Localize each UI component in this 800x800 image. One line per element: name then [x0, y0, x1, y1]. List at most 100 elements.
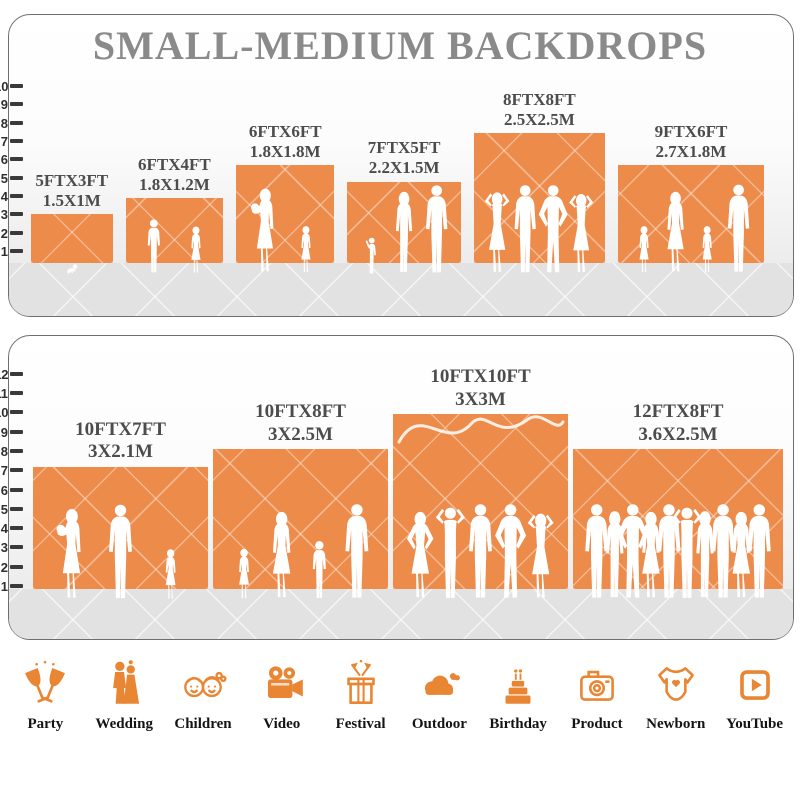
- backdrop-size-label: 6FTX6FT 1.8X1.8M: [236, 121, 334, 162]
- ruler-tick: [10, 371, 23, 376]
- silhouette-figures: [406, 504, 554, 598]
- ruler-tick: [10, 120, 23, 125]
- backdrop-size-m: 1.8X1.2M: [138, 174, 210, 194]
- ruler-tick: [10, 249, 23, 253]
- woman-akimbo-silhouette: [406, 511, 434, 598]
- ruler-tick: [10, 212, 23, 217]
- woman-dress-silhouette: [667, 191, 684, 272]
- category-label: Video: [263, 716, 301, 732]
- ruler-number: 6: [0, 152, 8, 168]
- backdrop: [125, 197, 224, 263]
- woman-silhouette: [696, 511, 714, 598]
- category-label: Party: [27, 716, 64, 732]
- ruler-tick: [10, 194, 23, 198]
- ruler-tick: [10, 230, 23, 235]
- backdrop-size-ft: 7FTX5FT: [367, 138, 441, 158]
- man-silhouette: [469, 504, 492, 598]
- silhouette-figures: [639, 184, 749, 273]
- youtube-icon: [739, 670, 770, 700]
- ruler-number: 9: [0, 97, 8, 113]
- backdrop-size-m: 1.5X1M: [42, 191, 101, 211]
- man-silhouette: [426, 184, 448, 272]
- video-icon: [267, 666, 303, 699]
- woman-dress-silhouette: [272, 511, 291, 598]
- woman-dress-hands-head-silhouette: [527, 513, 554, 598]
- ruler-tick: [10, 526, 23, 531]
- backdrop-size-label: 12FTX8FT 3.6X2.5M: [573, 399, 783, 446]
- party-icon: [24, 659, 67, 704]
- silhouette-figures: [56, 504, 176, 599]
- backdrop-size-m: 3X3M: [455, 388, 506, 410]
- ruler-tick: [10, 584, 23, 588]
- ruler-number: 1: [0, 579, 8, 594]
- ruler-number: 3: [0, 207, 8, 223]
- ruler-tick: [10, 429, 23, 434]
- outdoor-icon: [425, 673, 461, 695]
- ruler-number: 11: [0, 386, 8, 401]
- backdrop-size-label: 8FTX8FT 2.5X2.5M: [474, 89, 604, 130]
- woman-baby-silhouette: [251, 188, 274, 272]
- backdrop-size-label: 7FTX5FT 2.2X1.5M: [347, 138, 461, 179]
- backdrop-panel-medium: 12111098765432110FTX7FT3X2.1M10FTX8FT3X2…: [0, 335, 794, 640]
- backdrop-size-label: 10FTX8FT 3X2.5M: [213, 399, 388, 446]
- man-akimbo-silhouette: [495, 504, 527, 598]
- woman-dress-silhouette: [642, 511, 660, 598]
- woman-hands-head-silhouette: [484, 191, 510, 272]
- category-item: Wedding: [86, 658, 162, 733]
- woman-silhouette: [606, 511, 624, 598]
- birthday-icon: [505, 669, 531, 704]
- baby-crawl-silhouette: [67, 264, 78, 274]
- ruler-tick: [10, 175, 23, 180]
- child-girl-silhouette: [239, 548, 249, 599]
- child-girl-silhouette: [301, 226, 311, 273]
- ruler-tick: [10, 102, 23, 107]
- ruler-number: 3: [0, 540, 8, 556]
- backdrop-size-ft: 6FTX6FT: [248, 122, 322, 142]
- toddler-silhouette: [365, 237, 376, 274]
- floor: [9, 589, 793, 639]
- man-hands-head-silhouette: [435, 507, 465, 598]
- backdrop-size-m: 2.5X2.5M: [503, 109, 575, 129]
- category-label: YouTube: [726, 716, 784, 732]
- category-item: Children: [165, 658, 241, 733]
- child-girl-silhouette: [639, 226, 649, 273]
- child-girl-silhouette: [165, 548, 176, 599]
- category-label: Newborn: [646, 716, 706, 732]
- backdrop: [573, 449, 783, 589]
- backdrop-size-label: 5FTX3FT 1.5X1M: [31, 170, 113, 211]
- category-item: Video: [244, 658, 320, 733]
- ruler-tick: [10, 487, 23, 492]
- script-flourish-decor: [397, 415, 565, 444]
- backdrop-size-m: 2.7X1.8M: [655, 142, 727, 162]
- silhouette-figures: [484, 184, 594, 272]
- category-label: Festival: [335, 716, 386, 732]
- backdrop-size-label: 9FTX6FT 2.7X1.8M: [618, 121, 765, 162]
- backdrop-size-m: 1.8X1.8M: [249, 142, 321, 162]
- ruler-number: 10: [0, 79, 9, 95]
- man-silhouette: [514, 184, 537, 272]
- ruler-number: 2: [0, 225, 8, 241]
- woman-dress-hands-head-silhouette: [569, 193, 594, 272]
- ruler-number: 8: [0, 443, 8, 459]
- page-title: SMALL-MEDIUM BACKDROPS: [92, 23, 708, 68]
- child-girl-silhouette: [190, 226, 201, 273]
- man-silhouette: [711, 504, 735, 598]
- category-item: Birthday: [480, 658, 556, 733]
- backdrop-size-label: 10FTX10FT 3X3M: [393, 364, 568, 411]
- woman-baby-silhouette: [56, 508, 81, 598]
- ruler-number: 5: [0, 501, 8, 517]
- backdrop-size-label: 10FTX7FT 3X2.1M: [33, 417, 208, 464]
- silhouette-figures: [585, 504, 771, 598]
- man-silhouette: [345, 504, 369, 598]
- newborn-icon: [657, 667, 694, 701]
- ruler-tick: [10, 448, 23, 453]
- backdrop-size-m: 2.2X1.5M: [368, 158, 440, 178]
- silhouette-figures: [251, 188, 311, 273]
- woman-dress-silhouette: [732, 511, 750, 598]
- category-item: Product: [559, 658, 635, 733]
- backdrop-size-m: 3X2.1M: [88, 441, 153, 463]
- ruler-number: 1: [0, 244, 8, 259]
- ruler-tick: [10, 139, 23, 144]
- ruler-tick: [10, 468, 23, 473]
- backdrop-size-m: 3.6X2.5M: [638, 423, 718, 445]
